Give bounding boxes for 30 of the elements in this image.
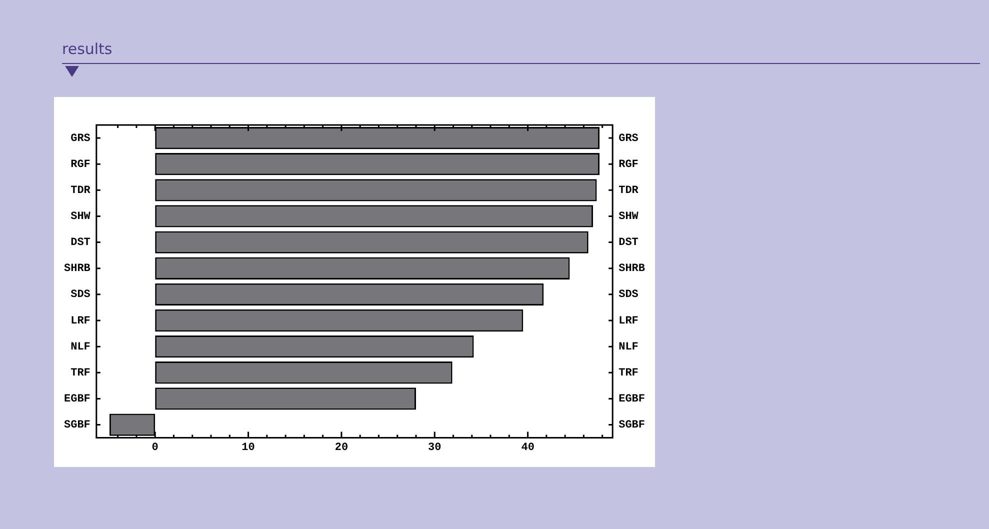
category-label: RGF [618, 158, 638, 171]
category-label: SHW [618, 211, 638, 223]
y-tick-label: TDR [70, 184, 91, 197]
y-tick-label: SHW [70, 211, 91, 223]
category-label: NLF [618, 341, 638, 354]
y-tick-label: DST [70, 237, 91, 250]
category-label: DST [618, 237, 638, 250]
y-tick-label: GRS [70, 132, 91, 145]
x-tick-label: 40 [521, 442, 534, 454]
y-tick-label: TRF [70, 367, 90, 380]
y-tick-label: SGBF [64, 420, 90, 432]
category-label: SHRB [618, 263, 645, 276]
chart-title: results [62, 40, 112, 58]
category-label: EGBF [618, 393, 645, 406]
category-label: SDS [618, 289, 638, 302]
x-tick-label: 20 [334, 442, 348, 454]
y-tick-label: RGF [70, 158, 90, 171]
category-label: TRF [618, 367, 638, 380]
y-tick-label: SDS [70, 289, 91, 302]
y-tick-label: LRF [70, 315, 90, 328]
y-tick-label: NLF [70, 341, 90, 354]
x-tick-label: 30 [428, 442, 442, 454]
category-label: GRS [618, 132, 638, 145]
category-label: LRF [618, 315, 638, 328]
x-tick-label: 0 [152, 442, 158, 454]
y-tick-label: SHRB [64, 263, 91, 276]
y-tick-label: EGBF [64, 393, 90, 406]
category-label: SGBF [618, 420, 645, 432]
category-label: TDR [618, 184, 638, 197]
x-tick-label: 10 [242, 442, 255, 454]
